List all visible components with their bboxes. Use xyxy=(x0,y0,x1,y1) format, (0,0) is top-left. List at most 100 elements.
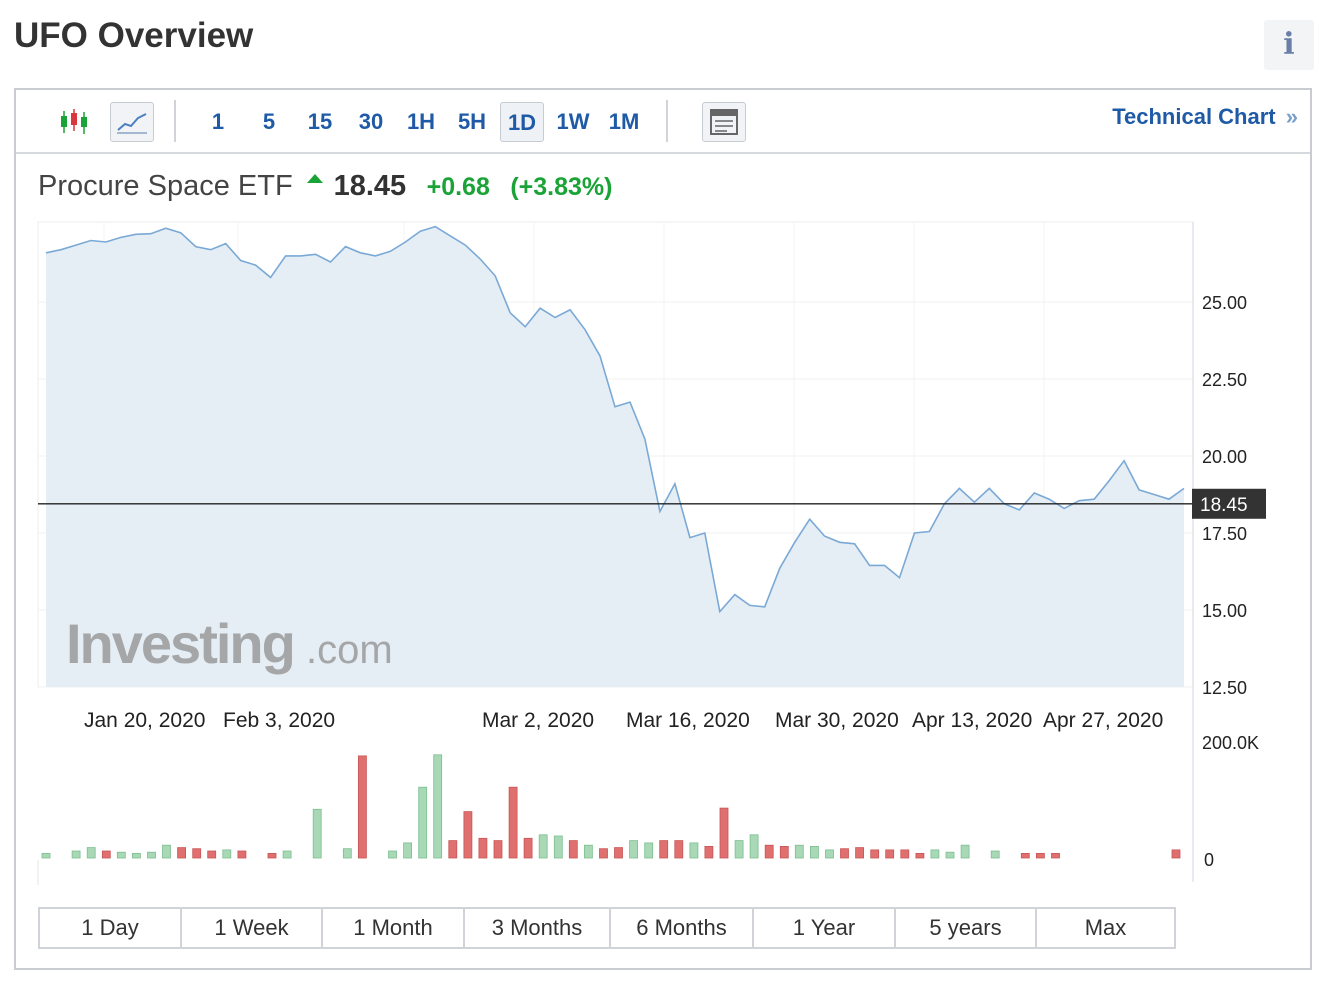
date-tick-label: Mar 30, 2020 xyxy=(775,709,899,732)
technical-chart-label: Technical Chart xyxy=(1112,104,1276,129)
price-change-percent: (+3.83%) xyxy=(510,173,613,201)
volume-bar-up xyxy=(930,849,940,859)
volume-bar-up xyxy=(222,849,232,859)
timeframe-15[interactable]: 15 xyxy=(307,109,333,134)
volume-bar-up xyxy=(538,834,548,859)
candlestick-icon[interactable] xyxy=(54,102,94,142)
timeframe-5[interactable]: 5 xyxy=(262,109,276,134)
volume-bar-down xyxy=(674,840,684,859)
volume-bar-up xyxy=(116,851,126,859)
chart-toolbar: 1 5 15 30 1H 5H 1D 1W 1M Technical Chart… xyxy=(16,90,1310,154)
up-arrow-icon xyxy=(307,174,324,183)
timeframe-1[interactable]: 1 xyxy=(211,109,225,134)
volume-bar-up xyxy=(312,808,322,859)
volume-bar-up xyxy=(282,850,292,859)
volume-bar-down xyxy=(237,850,247,859)
volume-bar-up xyxy=(749,834,759,859)
toolbar-divider xyxy=(174,100,176,142)
date-tick-label: Apr 13, 2020 xyxy=(912,709,1032,732)
volume-bar-down xyxy=(870,849,880,859)
toolbar-divider xyxy=(666,100,668,142)
date-tick-label: Feb 3, 2020 xyxy=(223,709,335,732)
instrument-name: Procure Space ETF xyxy=(38,170,293,202)
price-volume-chart[interactable]: 25.00 22.50 20.00 17.50 15.00 12.50 Investing.… xyxy=(16,90,1310,890)
volume-bar-up xyxy=(960,844,970,859)
price-tick-label: 20.00 xyxy=(1202,447,1247,467)
volume-bar-up xyxy=(825,849,834,859)
price-change: +0.68 xyxy=(426,173,490,201)
line-chart-icon[interactable] xyxy=(110,102,154,142)
page-title: UFO Overview xyxy=(14,16,254,55)
price-tick-label: 15.00 xyxy=(1202,601,1247,621)
volume-bar-down xyxy=(719,807,729,859)
volume-bar-down xyxy=(599,848,608,859)
volume-bar-down xyxy=(1051,853,1060,859)
date-tick-label: Mar 16, 2020 xyxy=(626,709,750,732)
period-1-week[interactable]: 1 Week xyxy=(182,909,323,947)
volume-bar-up xyxy=(629,840,638,859)
period-1-month[interactable]: 1 Month xyxy=(323,909,465,947)
price-line xyxy=(45,225,1185,614)
volume-bar-up xyxy=(794,844,804,859)
period-1-day[interactable]: 1 Day xyxy=(40,909,182,947)
volume-bar-up xyxy=(810,846,819,859)
period-max[interactable]: Max xyxy=(1084,915,1127,940)
volume-bar-up xyxy=(418,786,428,859)
period-5-years[interactable]: 5 years xyxy=(896,909,1037,947)
period-selector: 1 Day 1 Week 1 Month 3 Months 6 Months 1… xyxy=(38,907,1176,949)
volume-bar-down xyxy=(1171,849,1181,859)
current-price-tag xyxy=(1192,488,1266,519)
timeframe-1h[interactable]: 1H xyxy=(406,109,436,134)
volume-bar-up xyxy=(403,842,413,859)
volume-bar-down xyxy=(1036,853,1045,859)
timeframe-5h[interactable]: 5H xyxy=(457,109,487,134)
volume-bar-down xyxy=(764,844,774,859)
volume-bar-up xyxy=(132,853,141,859)
period-1-year[interactable]: 1 Year xyxy=(754,909,896,947)
volume-tick-label: 0 xyxy=(1204,850,1214,870)
volume-bar-up xyxy=(990,850,1000,859)
date-tick-label: Apr 27, 2020 xyxy=(1043,709,1163,732)
timeframe-1w[interactable]: 1W xyxy=(556,109,590,134)
date-tick-label: Mar 2, 2020 xyxy=(482,709,594,732)
volume-bar-down xyxy=(267,853,277,859)
period-6-months[interactable]: 6 Months xyxy=(611,909,754,947)
volume-bar-up xyxy=(41,853,51,859)
timeframe-30[interactable]: 30 xyxy=(358,109,384,134)
volume-bar-down xyxy=(779,846,789,859)
volume-bar-down xyxy=(900,849,910,859)
double-chevron-icon: » xyxy=(1285,104,1298,129)
timeframe-1d[interactable]: 1D xyxy=(500,102,544,142)
volume-bar-down xyxy=(177,847,187,859)
volume-bar-down xyxy=(568,840,578,859)
period-3-months[interactable]: 3 Months xyxy=(465,909,611,947)
volume-bar-down xyxy=(704,846,714,859)
volume-bar-down xyxy=(508,786,518,859)
price-tick-label: 25.00 xyxy=(1202,293,1247,313)
current-price-label: 18.45 xyxy=(1200,495,1248,516)
volume-bar-down xyxy=(855,847,864,859)
volume-bar-down xyxy=(207,850,217,859)
info-icon[interactable]: i xyxy=(1264,20,1314,70)
volume-bar-up xyxy=(86,847,96,859)
volume-bar-down xyxy=(357,755,367,859)
date-tick-label: Jan 20, 2020 xyxy=(84,709,205,732)
volume-bar-down xyxy=(659,840,669,859)
volume-bar-down xyxy=(101,850,111,859)
volume-bar-up xyxy=(342,848,352,859)
price-tick-label: 17.50 xyxy=(1202,524,1247,544)
volume-tick-label: 200.0K xyxy=(1202,733,1259,753)
volume-bar-up xyxy=(584,844,593,859)
volume-bar-down xyxy=(1020,853,1030,859)
volume-bar-up xyxy=(433,754,443,859)
last-price: 18.45 xyxy=(333,170,407,202)
table-icon[interactable] xyxy=(702,102,746,142)
volume-bar-up xyxy=(689,842,699,859)
volume-bar-down xyxy=(840,848,849,859)
volume-bar-up xyxy=(553,835,563,859)
volume-bar-down xyxy=(915,853,925,859)
investing-watermark-logo: Investing xyxy=(66,612,294,675)
timeframe-1m[interactable]: 1M xyxy=(608,109,640,134)
technical-chart-link[interactable]: Technical Chart » xyxy=(1112,104,1298,130)
volume-bar-up xyxy=(162,844,171,859)
